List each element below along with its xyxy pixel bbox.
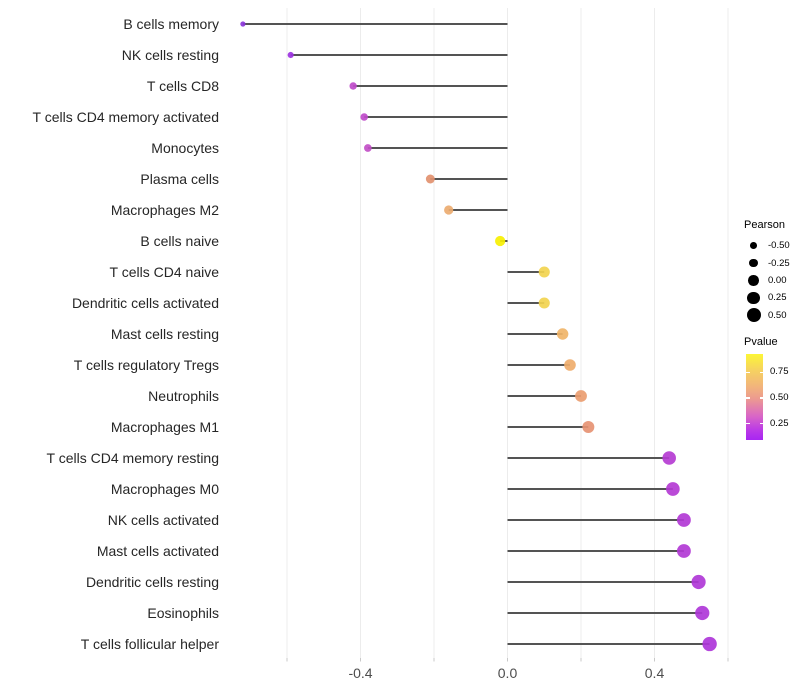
lollipop-dot <box>695 605 710 621</box>
pvalue-gradient-bar <box>746 354 763 440</box>
pvalue-bar-tick <box>746 422 750 425</box>
x-tick-label: -0.4 <box>348 665 372 681</box>
x-tick-label: 0.4 <box>645 665 665 681</box>
category-label: Plasma cells <box>140 171 219 187</box>
lollipop-dot <box>240 21 246 27</box>
category-label: B cells naive <box>140 233 219 249</box>
pvalue-gradient-row: 0.75 0.50 0.25 <box>744 354 789 449</box>
category-label: Neutrophils <box>148 388 219 404</box>
category-label: T cells CD4 naive <box>110 264 220 280</box>
category-label: Dendritic cells resting <box>86 574 219 590</box>
category-label: T cells CD8 <box>147 78 219 94</box>
size-legend-dot-cell <box>744 308 763 323</box>
size-legend-dot-icon <box>748 275 759 286</box>
pvalue-tick-label: 0.75 <box>770 366 789 378</box>
size-legend-label: 0.50 <box>768 309 787 321</box>
pvalue-bar-tick <box>746 371 750 374</box>
size-legend-dot-cell <box>744 275 763 286</box>
category-label: Mast cells activated <box>97 543 219 559</box>
category-label: B cells memory <box>123 16 219 32</box>
size-legend-row: -0.25 <box>744 254 790 271</box>
size-legend-dot-icon <box>750 242 757 250</box>
pvalue-bar-tick <box>759 422 763 425</box>
category-label: Macrophages M2 <box>111 202 219 218</box>
category-label: Macrophages M0 <box>111 481 219 497</box>
size-legend-dot-cell <box>744 258 763 268</box>
category-label: NK cells activated <box>108 512 219 528</box>
pvalue-bar-tick <box>759 397 763 399</box>
lollipop-dot <box>666 482 680 496</box>
lollipop-dot <box>582 421 595 433</box>
lollipop-dot <box>495 235 506 247</box>
size-legend-row: 0.00 <box>744 272 790 289</box>
pvalue-tick-label: 0.25 <box>770 417 789 429</box>
size-legend-label: -0.25 <box>768 257 790 269</box>
category-label: NK cells resting <box>122 47 219 63</box>
category-label: T cells follicular helper <box>81 636 220 652</box>
size-legend-label: 0.00 <box>768 274 787 286</box>
category-label: Eosinophils <box>147 605 219 621</box>
size-legend-dot-icon <box>746 308 761 323</box>
lollipop-dot <box>676 544 691 558</box>
category-label: Monocytes <box>151 140 219 156</box>
category-label: Dendritic cells activated <box>72 295 219 311</box>
pearson-size-legend: Pearson -0.50 -0.25 0.00 0.25 0.50 <box>744 219 790 324</box>
size-legend-label: -0.50 <box>768 240 790 252</box>
lollipop-dot <box>575 390 587 402</box>
size-legend-row: -0.50 <box>744 237 790 254</box>
size-legend-dot-icon <box>749 258 758 268</box>
category-label: Macrophages M1 <box>111 419 219 435</box>
pvalue-bar-tick <box>759 371 763 374</box>
x-tick-label: 0.0 <box>498 665 518 681</box>
pvalue-color-legend: Pvalue 0.75 0.50 0.25 <box>744 336 789 449</box>
lollipop-dot <box>538 297 550 309</box>
lollipop-dot <box>564 359 576 371</box>
pvalue-tick-label: 0.50 <box>770 392 789 404</box>
pvalue-legend-title: Pvalue <box>744 336 778 348</box>
size-legend-row: 0.50 <box>744 307 790 324</box>
lollipop-dot <box>349 82 357 90</box>
size-legend-label: 0.25 <box>768 292 787 304</box>
category-label: T cells regulatory Tregs <box>74 357 219 373</box>
lollipop-dot <box>662 451 676 465</box>
pvalue-bar-tick <box>746 397 750 399</box>
lollipop-dot <box>556 328 569 340</box>
category-label: T cells CD4 memory activated <box>33 109 219 125</box>
lollipop-dot <box>444 205 454 215</box>
pearson-legend-entries: -0.50 -0.25 0.00 0.25 0.50 <box>744 237 790 324</box>
lollipop-dot <box>425 174 435 184</box>
lollipop-dot <box>360 113 368 121</box>
category-label: Mast cells resting <box>111 326 219 342</box>
size-legend-dot-cell <box>744 291 763 304</box>
lollipop-dot <box>364 144 372 152</box>
lollipop-dot <box>676 513 691 527</box>
pearson-legend-title: Pearson <box>744 219 785 231</box>
category-label: T cells CD4 memory resting <box>47 450 219 466</box>
lollipop-dot <box>702 636 717 652</box>
lollipop-dot <box>691 574 706 590</box>
size-legend-dot-icon <box>747 291 760 304</box>
lollipop-dot <box>287 51 294 59</box>
size-legend-dot-cell <box>744 242 763 250</box>
size-legend-row: 0.25 <box>744 289 790 306</box>
lollipop-dot <box>538 266 550 278</box>
